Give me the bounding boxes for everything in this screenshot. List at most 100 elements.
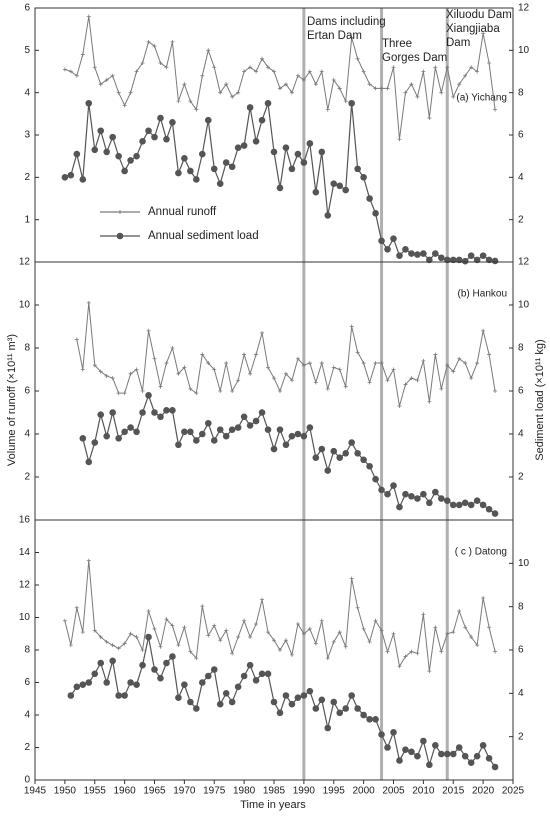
runoff-point [104,373,109,378]
runoff-point [481,328,486,333]
runoff-point [493,389,498,393]
runoff-point [415,651,420,656]
y2-tick-label: 10 [518,558,530,569]
sediment-point [240,413,248,421]
runoff-point [313,82,318,87]
runoff-point [224,361,229,366]
runoff-point [188,99,193,104]
runoff-point [176,371,181,376]
runoff-point [260,597,265,602]
y-tick-label: 4 [24,87,30,98]
runoff-point [421,358,426,363]
runoff-point [289,652,294,657]
runoff-point [248,371,253,376]
runoff-point [457,82,462,87]
runoff-point [475,69,480,74]
sediment-point [157,114,164,122]
y2-tick-label: 10 [518,45,530,56]
sediment-point [294,430,302,438]
runoff-point [439,649,444,654]
sediment-point [246,661,254,669]
runoff-point [104,639,109,644]
x-tick-label: 2015 [442,786,465,797]
x-tick-label: 2010 [412,786,435,797]
sediment-point [175,694,182,701]
runoff-point [421,612,426,617]
runoff-point [409,376,414,381]
runoff-point [355,350,360,355]
runoff-point [283,638,288,643]
sediment-point [372,475,379,483]
y-tick-label: 0 [24,775,30,786]
runoff-point [361,626,366,631]
sediment-point [85,99,93,107]
y2-tick-label: 12 [518,257,530,268]
runoff-point [301,77,306,82]
sediment-point [414,495,421,502]
runoff-point [272,69,276,74]
sediment-point [103,679,110,686]
sediment-point [318,148,326,156]
sediment-point [282,441,290,449]
runoff-point [373,361,378,366]
sediment-point [438,254,445,262]
y-tick-label: 16 [19,515,31,526]
runoff-point [379,628,384,633]
y-tick-label: 5 [24,45,30,56]
runoff-point [86,14,91,19]
sediment-point [216,426,224,434]
runoff-point [224,628,229,633]
y2-tick-label: 8 [518,87,524,98]
series-line [64,103,496,262]
sediment-point [67,692,75,699]
y-tick-label: 3 [24,130,30,141]
sediment-point [408,493,415,500]
runoff-point [337,86,342,91]
sediment-point [175,441,182,449]
sediment-point [139,661,146,669]
sediment-point [288,432,296,440]
runoff-point [361,69,366,74]
sediment-point [91,439,99,446]
sediment-point [175,169,182,177]
legend-label: Annual runoff [148,206,217,218]
sediment-point [461,499,469,507]
y2-axis-label: Sediment load (×10¹¹ kg) [534,339,546,460]
sediment-point [258,670,266,678]
runoff-point [433,625,438,630]
sediment-point [252,417,260,425]
sediment-point [228,426,236,434]
runoff-point [230,389,235,393]
y2-tick-label: 4 [518,172,524,183]
runoff-point [367,639,372,644]
runoff-point [451,94,456,99]
sediment-point [485,505,493,513]
runoff-point [295,622,300,626]
runoff-point [80,52,85,57]
sediment-point [408,250,415,257]
runoff-point [152,626,157,631]
runoff-point [481,31,486,36]
runoff-point [307,626,312,631]
sediment-point [61,174,69,181]
legend-marker [118,210,122,214]
sediment-point [491,763,499,771]
sediment-point [479,501,487,509]
sediment-point [479,742,487,749]
x-tick-label: 2020 [472,786,495,797]
runoff-point [403,382,408,387]
runoff-point [152,44,157,49]
runoff-point [200,604,205,609]
sediment-point [127,679,134,686]
x-tick-label: 1990 [293,786,316,797]
sediment-point [300,159,308,166]
panel-title: (b) Hankou [458,289,507,300]
sediment-point [449,750,457,758]
sediment-point [204,672,212,680]
runoff-point [331,365,336,370]
x-tick-label: 1960 [114,786,137,797]
runoff-point [367,82,372,87]
sediment-point [449,501,457,509]
sediment-point [115,152,122,160]
sediment-point [360,456,367,464]
